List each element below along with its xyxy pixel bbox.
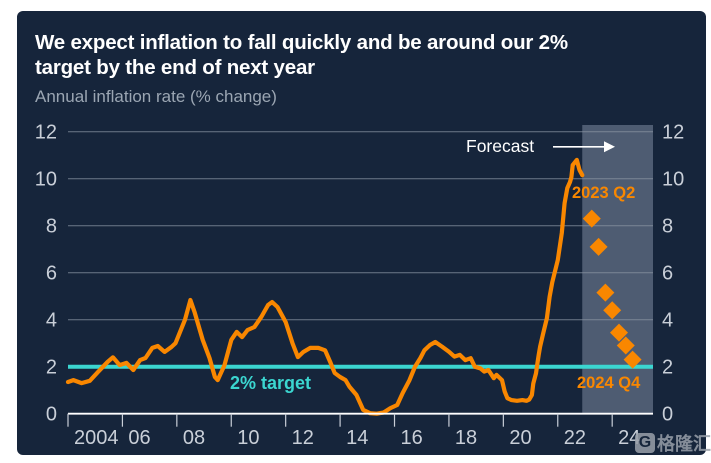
y-tick-label-right: 2 [662, 357, 673, 379]
y-tick-label-right: 6 [662, 263, 673, 285]
x-tick-label: 10 [237, 427, 259, 449]
forecast-band [582, 125, 653, 414]
y-tick-label-left: 10 [35, 169, 57, 191]
y-tick-label-right: 0 [662, 404, 673, 426]
x-tick-label: 18 [455, 427, 477, 449]
forecast-diamond [616, 336, 635, 355]
first-forecast-point-label: 2023 Q2 [572, 184, 636, 202]
x-tick-label: 06 [128, 427, 150, 449]
forecast-diamond [623, 350, 642, 369]
y-tick-label-right: 4 [662, 310, 673, 332]
watermark: G 格隆汇 [635, 430, 711, 456]
y-tick-label-left: 4 [46, 310, 57, 332]
forecast-diamond [603, 301, 622, 320]
inflation-line [65, 157, 585, 416]
x-tick-label: 2004 [74, 427, 119, 449]
x-tick-label: 20 [509, 427, 531, 449]
y-tick-label-left: 6 [46, 263, 57, 285]
watermark-logo-icon: G [635, 433, 655, 453]
y-tick-label-right: 8 [662, 216, 673, 238]
forecast-diamond [609, 323, 628, 342]
chart-title-line1: We expect inflation to fall quickly and … [35, 31, 568, 54]
y-tick-label-left: 0 [46, 404, 57, 426]
y-tick-label-left: 8 [46, 216, 57, 238]
target-line-label: 2% target [230, 373, 312, 393]
y-tick-label-right: 12 [662, 122, 684, 144]
forecast-diamond [596, 283, 615, 302]
y-tick-label-right: 10 [662, 169, 684, 191]
forecast-diamond [589, 237, 608, 256]
x-tick-label: 24 [618, 427, 640, 449]
x-tick-label: 14 [346, 427, 368, 449]
chart-title: We expect inflation to fall quickly and … [35, 30, 675, 80]
chart-subtitle: Annual inflation rate (% change) [35, 87, 277, 106]
last-forecast-point-label: 2024 Q4 [577, 374, 641, 392]
forecast-annotation: Forecast [466, 136, 535, 156]
chart-title-line2: target by the end of next year [35, 56, 315, 79]
watermark-text: 格隆汇 [657, 434, 711, 454]
x-tick-label: 22 [564, 427, 586, 449]
x-tick-label: 08 [183, 427, 205, 449]
y-tick-label-left: 2 [46, 357, 57, 379]
forecast-arrow-head [604, 141, 615, 153]
x-tick-label: 12 [292, 427, 314, 449]
x-tick-label: 16 [401, 427, 423, 449]
forecast-diamond [582, 209, 601, 228]
y-tick-label-left: 12 [35, 122, 57, 144]
